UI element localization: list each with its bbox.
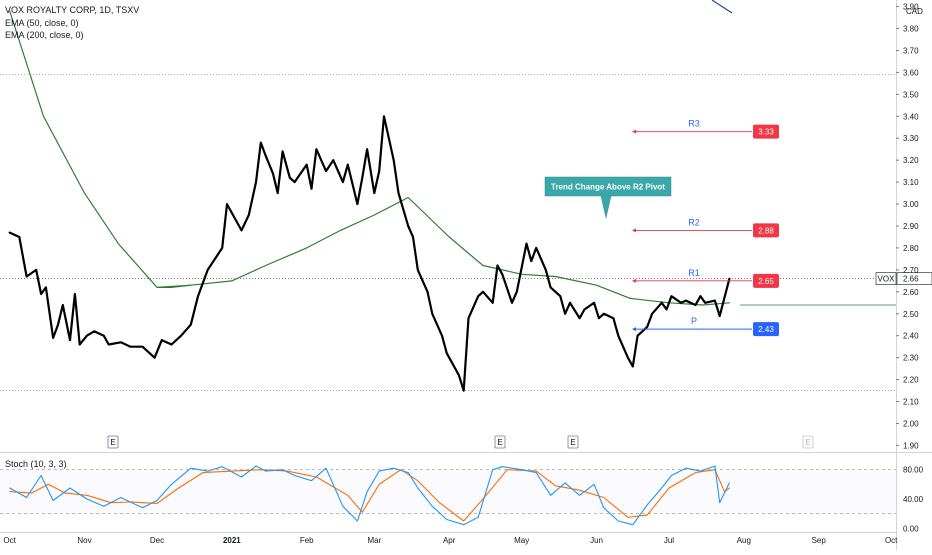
pivot-label-r3: R3 — [688, 119, 700, 129]
annotation-callout — [544, 176, 672, 219]
stoch-d-line — [9, 469, 730, 522]
y-tick-label: 3.40 — [903, 112, 919, 121]
y-tick-label: 2.90 — [903, 222, 919, 231]
y-tick-label: 2.70 — [903, 266, 919, 275]
pivot-value-box-r1 — [753, 273, 779, 288]
y-tick-label: 2.50 — [903, 310, 919, 319]
legend-ema50: EMA (50, close, 0) — [5, 18, 79, 28]
y-tick-label: 3.10 — [903, 178, 919, 187]
x-tick-label: 2021 — [223, 536, 241, 545]
last-price-symbol-box — [875, 272, 897, 285]
earnings-marker-label: E — [497, 438, 502, 447]
x-tick-label: Jun — [590, 536, 603, 545]
x-tick-label: Apr — [443, 536, 456, 545]
last-price-value: 2.66 — [903, 275, 919, 284]
y-tick-label: 3.50 — [903, 90, 919, 99]
pivot-arrow-r1 — [632, 278, 636, 283]
x-tick-label: Sep — [812, 536, 827, 545]
chart-title: VOX ROYALTY CORP, 1D, TSXV — [5, 5, 140, 15]
annotation-text: Trend Change Above R2 Pivot — [551, 183, 665, 192]
pivot-value-box-r2 — [753, 223, 779, 238]
x-tick-label: Oct — [3, 536, 16, 545]
y-tick-label: 2.80 — [903, 244, 919, 253]
pivot-label-r2: R2 — [688, 217, 700, 227]
pivot-arrow-r2 — [632, 228, 636, 233]
stoch-band-fill — [0, 469, 896, 514]
price-line — [8, 115, 731, 392]
pivot-arrow-r3 — [632, 129, 636, 134]
y-tick-label: 2.00 — [903, 419, 919, 428]
earnings-marker-label: E — [805, 438, 810, 447]
stoch-y-tick-label: 80.00 — [903, 466, 924, 475]
last-price-symbol: VOX — [878, 275, 896, 284]
x-tick-label: May — [514, 536, 529, 545]
earnings-marker-label: E — [110, 438, 115, 447]
x-tick-label: Mar — [367, 536, 381, 545]
y-tick-label: 2.60 — [903, 288, 919, 297]
y-tick-label: 2.20 — [903, 376, 919, 385]
pivot-value-r1: 2.65 — [758, 277, 774, 286]
earnings-marker — [494, 435, 506, 449]
stoch-k-line — [9, 465, 730, 526]
pivot-label-r1: R1 — [688, 268, 700, 278]
ema200-line — [9, 10, 192, 288]
earnings-marker — [802, 435, 814, 449]
x-tick-label: Nov — [77, 536, 91, 545]
ema-upper-segment — [711, 0, 733, 14]
pivot-arrow-p — [632, 327, 636, 332]
earnings-marker-label: E — [570, 438, 575, 447]
pivot-label-p: P — [691, 316, 697, 326]
y-tick-label: 2.30 — [903, 354, 919, 363]
ema50-line — [156, 196, 730, 306]
pivot-value-r3: 3.33 — [758, 128, 774, 137]
y-tick-label: 3.00 — [903, 200, 919, 209]
stoch-y-tick-label: 0.00 — [903, 524, 919, 533]
legend-stoch: Stoch (10, 3, 3) — [5, 459, 67, 469]
y-tick-label: 3.90 — [903, 3, 919, 12]
x-tick-label: Oct — [885, 536, 898, 545]
last-price-box — [896, 272, 932, 285]
legend-ema200: EMA (200, close, 0) — [5, 30, 84, 40]
pivot-value-box-r3 — [753, 124, 779, 139]
pivot-value-box-p — [753, 322, 779, 337]
y-tick-label: 1.90 — [903, 441, 919, 450]
y-tick-label: 3.60 — [903, 68, 919, 77]
x-tick-label: Aug — [737, 536, 751, 545]
y-tick-label: 2.10 — [903, 398, 919, 407]
earnings-marker — [107, 435, 119, 449]
y-tick-label: 2.40 — [903, 332, 919, 341]
x-tick-label: Feb — [300, 536, 314, 545]
y-tick-label: 3.70 — [903, 46, 919, 55]
x-tick-label: Dec — [150, 536, 164, 545]
pivot-value-p: 2.43 — [758, 325, 774, 334]
y-tick-label: 3.30 — [903, 134, 919, 143]
earnings-marker — [567, 435, 579, 449]
x-tick-label: Jul — [664, 536, 674, 545]
y-tick-label: 3.80 — [903, 25, 919, 34]
stoch-y-tick-label: 40.00 — [903, 495, 924, 504]
currency-label: CAD — [906, 7, 923, 16]
pivot-value-r2: 2.88 — [758, 226, 774, 235]
y-tick-label: 3.20 — [903, 156, 919, 165]
